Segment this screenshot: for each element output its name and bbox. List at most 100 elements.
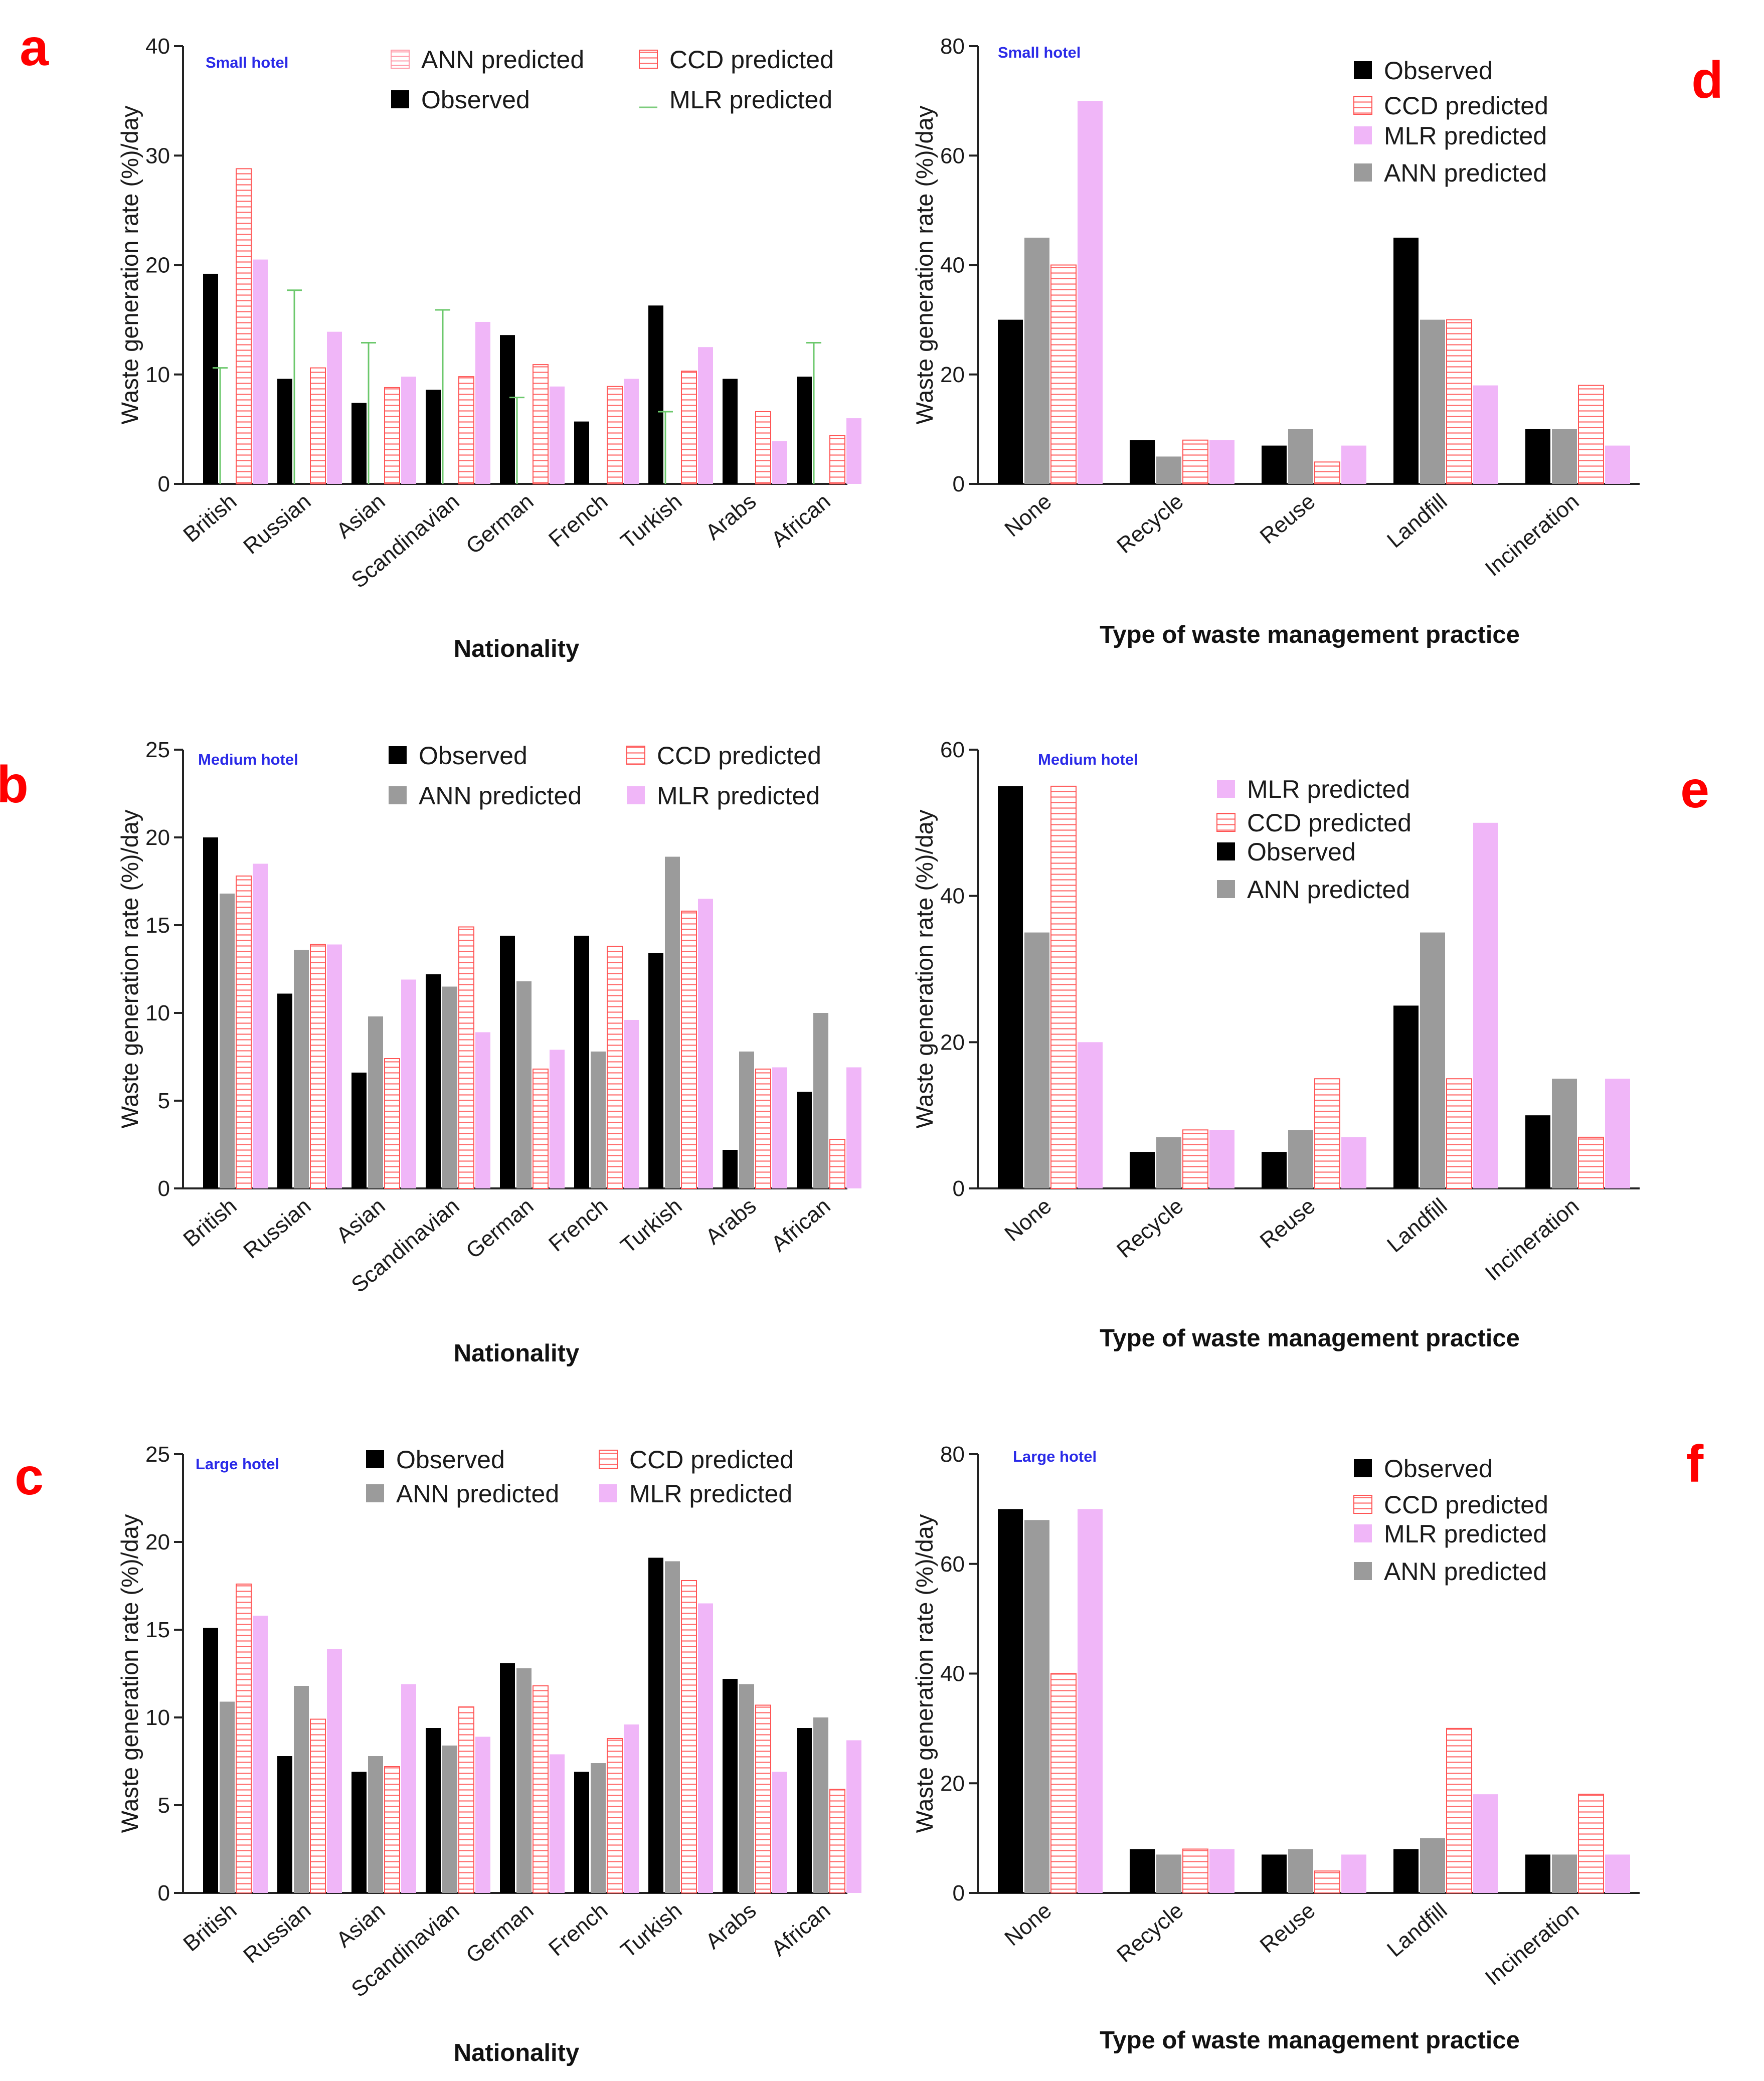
y-axis-title: Waste generation rate (%)/day: [911, 809, 938, 1128]
bar-observed-none: [998, 786, 1023, 1188]
bar-observed-african: [797, 1728, 812, 1893]
bar-ccd-predicted-arabs: [755, 1704, 771, 1893]
bar-ccd-predicted-scandinavian: [458, 1706, 474, 1893]
bar-mlr-predicted-landfill: [1473, 1794, 1498, 1893]
x-tick-label: French: [544, 1898, 612, 1961]
bar-observed-recycle: [1130, 1152, 1155, 1188]
bar-mlr-predicted-scandinavian: [475, 1737, 490, 1893]
bar-mlr-predicted-recycle: [1209, 440, 1234, 484]
x-tick-label: Arabs: [701, 1898, 761, 1954]
bar-ann-predicted-arabs: [739, 1052, 754, 1188]
bar-mlr-predicted-russian: [327, 1649, 342, 1893]
bar-ann-predicted-incineration: [1552, 1079, 1577, 1188]
y-tick-label: 10: [145, 1705, 170, 1730]
bar-ann-predicted-african: [813, 1013, 828, 1188]
y-tick-label: 80: [940, 1442, 965, 1467]
bar-mlr-predicted-german: [550, 1050, 565, 1188]
legend-label-ann-predicted: ANN predicted: [1247, 876, 1410, 904]
bar-observed-reuse: [1262, 1152, 1287, 1188]
y-tick-label: 0: [158, 1881, 170, 1905]
x-tick-label: Reuse: [1256, 1898, 1320, 1958]
x-tick-label: Russian: [239, 1193, 315, 1264]
bar-mlr-predicted-asian: [401, 1684, 416, 1893]
bar-observed-french: [574, 421, 589, 484]
bar-mlr-predicted-reuse: [1341, 1137, 1366, 1188]
y-tick-label: 0: [953, 1881, 965, 1905]
bar-ccd-predicted-recycle: [1182, 1129, 1208, 1189]
bar-mlr-predicted-arabs: [772, 441, 787, 484]
bar-ann-predicted-african: [813, 1717, 828, 1893]
y-tick-label: 5: [158, 1089, 170, 1113]
bar-ann-predicted-reuse: [1288, 1849, 1313, 1893]
x-tick-label: Reuse: [1256, 1193, 1320, 1253]
bar-ann-predicted-incineration: [1552, 1854, 1577, 1893]
bar-ann-predicted-russian: [294, 950, 309, 1188]
hotel-size-label: Medium hotel: [1038, 751, 1138, 768]
bar-mlr-predicted-french: [624, 379, 639, 484]
x-tick-label: Incineration: [1481, 1193, 1584, 1286]
bar-observed-african: [797, 1092, 812, 1188]
legend-swatch-mlr-predicted: [1354, 126, 1372, 144]
x-tick-label: Arabs: [701, 489, 761, 545]
y-tick-label: 20: [145, 1530, 170, 1554]
bar-observed-russian: [277, 993, 292, 1188]
legend-swatch-mlr-predicted: [627, 786, 645, 804]
bar-observed-russian: [277, 379, 292, 484]
bar-ccd-predicted-british: [236, 876, 252, 1189]
bar-ccd-predicted-recycle: [1182, 1848, 1208, 1893]
y-tick-label: 60: [940, 738, 965, 762]
bar-ann-predicted-none: [1024, 237, 1049, 484]
bar-observed-british: [203, 273, 218, 484]
bar-ann-predicted-landfill: [1420, 932, 1445, 1188]
bar-ccd-predicted-asian: [384, 1766, 400, 1893]
panel-letter: e: [1680, 761, 1709, 819]
y-tick-label: 80: [940, 34, 965, 59]
bar-mlr-predicted-british: [253, 863, 268, 1188]
bar-ccd-predicted-african: [829, 435, 845, 484]
x-tick-label: Reuse: [1256, 489, 1320, 549]
bar-mlr-predicted-scandinavian: [475, 321, 490, 484]
bar-observed-arabs: [723, 1150, 738, 1188]
bar-ccd-predicted-reuse: [1314, 1078, 1340, 1189]
legend-swatch-ccd-predicted: [1353, 1495, 1372, 1514]
bar-ccd-predicted-reuse: [1314, 1870, 1340, 1893]
bar-mlr-predicted-recycle: [1209, 1130, 1234, 1188]
legend-label-observed: Observed: [1384, 1455, 1493, 1483]
x-tick-label: None: [1000, 1898, 1056, 1951]
x-tick-label: Russian: [239, 489, 315, 559]
bar-mlr-predicted-turkish: [698, 1603, 713, 1893]
legend-swatch-observed: [389, 746, 407, 764]
bar-observed-scandinavian: [426, 974, 441, 1188]
bar-ccd-predicted-turkish: [681, 1580, 697, 1893]
bar-mlr-predicted-british: [253, 259, 268, 484]
legend-swatch-ann-predicted: [366, 1484, 384, 1502]
legend-swatch-mlr-predicted: [1354, 1524, 1372, 1542]
bar-observed-asian: [351, 403, 367, 484]
bar-ccd-predicted-none: [1050, 1673, 1077, 1893]
bar-ann-predicted-german: [516, 1668, 532, 1893]
bar-observed-turkish: [648, 305, 663, 484]
legend-swatch-ccd-predicted: [1216, 813, 1236, 832]
x-tick-label: British: [179, 1193, 241, 1252]
y-tick-label: 0: [158, 472, 170, 496]
bar-mlr-predicted-african: [846, 1067, 861, 1188]
bar-ann-predicted-turkish: [665, 1561, 680, 1893]
bar-observed-recycle: [1130, 440, 1155, 484]
bar-ccd-predicted-none: [1050, 264, 1077, 484]
legend-label-ccd-predicted: CCD predicted: [1247, 809, 1412, 837]
legend-label-ccd-predicted: CCD predicted: [1384, 92, 1548, 120]
bar-ccd-predicted-german: [533, 364, 549, 484]
bar-mlr-predicted-incineration: [1605, 445, 1630, 484]
y-axis-title: Waste generation rate (%)/day: [911, 1514, 938, 1833]
bar-mlr-predicted-incineration: [1605, 1079, 1630, 1188]
y-tick-label: 15: [145, 913, 170, 938]
bar-mlr-predicted-recycle: [1209, 1849, 1234, 1893]
legend-label-ann-predicted: ANN predicted: [396, 1480, 559, 1508]
panel-letter: b: [0, 756, 29, 814]
legend-label-ccd-predicted: CCD predicted: [669, 46, 834, 74]
bar-ccd-predicted-african: [829, 1789, 845, 1893]
panel-letter: d: [1691, 51, 1723, 109]
bar-mlr-predicted-incineration: [1605, 1854, 1630, 1893]
y-axis-title: Waste generation rate (%)/day: [116, 1514, 143, 1833]
legend-label-observed: Observed: [1247, 838, 1356, 866]
